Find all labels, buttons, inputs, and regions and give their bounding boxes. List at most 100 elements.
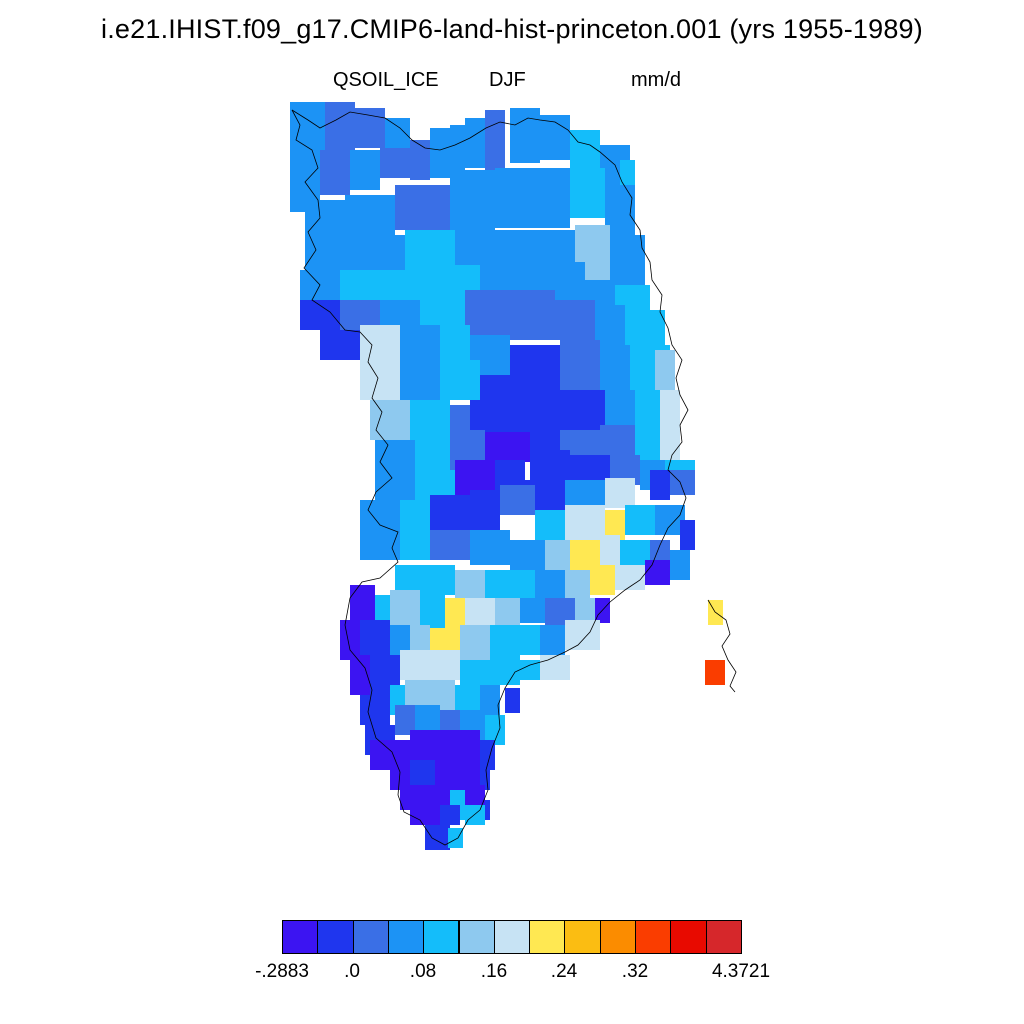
- grid-cell: [345, 195, 395, 235]
- grid-cell: [305, 230, 350, 270]
- grid-cell: [380, 148, 410, 178]
- colorbar-label: .08: [409, 961, 437, 982]
- grid-cell: [375, 470, 415, 500]
- grid-cell: [470, 490, 500, 530]
- variable-label: QSOIL_ICE: [333, 69, 439, 91]
- grid-cell: [390, 765, 410, 790]
- coastline-iceland: [707, 599, 737, 693]
- grid-cell: [540, 655, 570, 680]
- colorbar-swatch: [705, 920, 742, 954]
- grid-cell: [325, 102, 355, 152]
- grid-cell: [400, 530, 430, 560]
- grid-cell: [430, 128, 450, 178]
- grid-cell: [395, 185, 450, 230]
- grid-cell: [460, 625, 490, 660]
- grid-cell: [565, 570, 590, 600]
- grid-cell: [430, 530, 470, 560]
- grid-cell: [410, 730, 480, 760]
- grid-cell: [530, 450, 570, 480]
- grid-cell: [355, 108, 385, 148]
- grid-cell: [440, 805, 460, 825]
- grid-cell: [520, 598, 545, 623]
- grid-cell: [450, 170, 495, 230]
- grid-cell: [545, 540, 570, 570]
- colorbar-swatch: [599, 920, 636, 954]
- grid-cell: [360, 530, 400, 560]
- grid-cell: [650, 470, 670, 500]
- grid-cell: [448, 828, 463, 848]
- grid-cell: [370, 400, 410, 440]
- grid-cell: [610, 235, 645, 290]
- colorbar-label: .0: [344, 961, 360, 982]
- grid-cell: [510, 262, 550, 292]
- colorbar-swatch: [670, 920, 707, 954]
- grid-cells: [290, 102, 725, 850]
- grid-cell: [510, 540, 545, 570]
- grid-cell: [360, 360, 400, 400]
- grid-cell: [485, 432, 530, 462]
- grid-cell: [390, 270, 440, 300]
- grid-cell: [660, 390, 680, 430]
- grid-cell: [340, 270, 390, 300]
- colorbar-swatch: [529, 920, 566, 954]
- grid-cell: [670, 550, 690, 580]
- grid-cell: [590, 565, 615, 595]
- grid-cell: [495, 598, 520, 628]
- grid-cell: [670, 470, 695, 495]
- grid-cell: [680, 520, 695, 550]
- grid-cell: [600, 425, 635, 460]
- grid-cell: [565, 620, 600, 650]
- grid-cell: [400, 500, 430, 530]
- grid-cell: [560, 340, 600, 390]
- grid-cell: [600, 535, 620, 565]
- grid-cell: [485, 800, 490, 820]
- grid-cell: [350, 150, 380, 190]
- colorbar-swatch: [282, 920, 319, 954]
- grid-cell: [605, 478, 635, 508]
- colorbar-swatch: [564, 920, 601, 954]
- grid-cell: [415, 440, 450, 470]
- grid-cell: [480, 685, 500, 715]
- colorbar-label: .24: [550, 961, 578, 982]
- grid-cell: [535, 570, 565, 600]
- colorbar-swatch: [387, 920, 425, 954]
- grid-cell: [300, 300, 340, 330]
- grid-cell: [430, 495, 470, 535]
- grid-cell: [415, 650, 460, 680]
- grid-cell: [565, 505, 605, 540]
- colorbar-swatch: [423, 920, 460, 954]
- grid-cell: [350, 655, 370, 695]
- colorbar-swatch: [317, 920, 354, 954]
- grid-cell: [600, 345, 630, 390]
- colorbar-label: .32: [621, 961, 649, 982]
- grid-cell: [485, 715, 505, 745]
- grid-cell: [485, 110, 505, 170]
- grid-cell: [290, 102, 325, 162]
- grid-cell: [490, 660, 520, 685]
- grid-cell: [410, 805, 440, 825]
- grid-cell: [505, 688, 520, 713]
- grid-cell: [535, 510, 565, 540]
- colorbar-swatch: [352, 920, 389, 954]
- grid-cell: [495, 168, 530, 228]
- grid-cell: [605, 390, 635, 430]
- grid-cell: [450, 125, 465, 170]
- grid-cell: [540, 115, 570, 160]
- grid-cell: [385, 118, 410, 148]
- grid-cell: [410, 625, 430, 655]
- colorbar-swatch: [458, 920, 495, 954]
- grid-cell: [420, 590, 445, 630]
- grid-cell: [320, 330, 360, 360]
- grid-cell: [510, 345, 560, 385]
- grid-cell: [430, 628, 460, 653]
- grid-cell: [395, 705, 415, 735]
- grid-cell: [390, 590, 420, 630]
- grid-cell: [350, 235, 405, 275]
- grid-cell: [570, 168, 605, 218]
- colorbar-label: -.2883: [255, 961, 309, 982]
- grid-cell: [440, 325, 470, 365]
- season-label: DJF: [489, 69, 526, 91]
- grid-cell: [375, 440, 415, 470]
- grid-cell: [625, 505, 655, 535]
